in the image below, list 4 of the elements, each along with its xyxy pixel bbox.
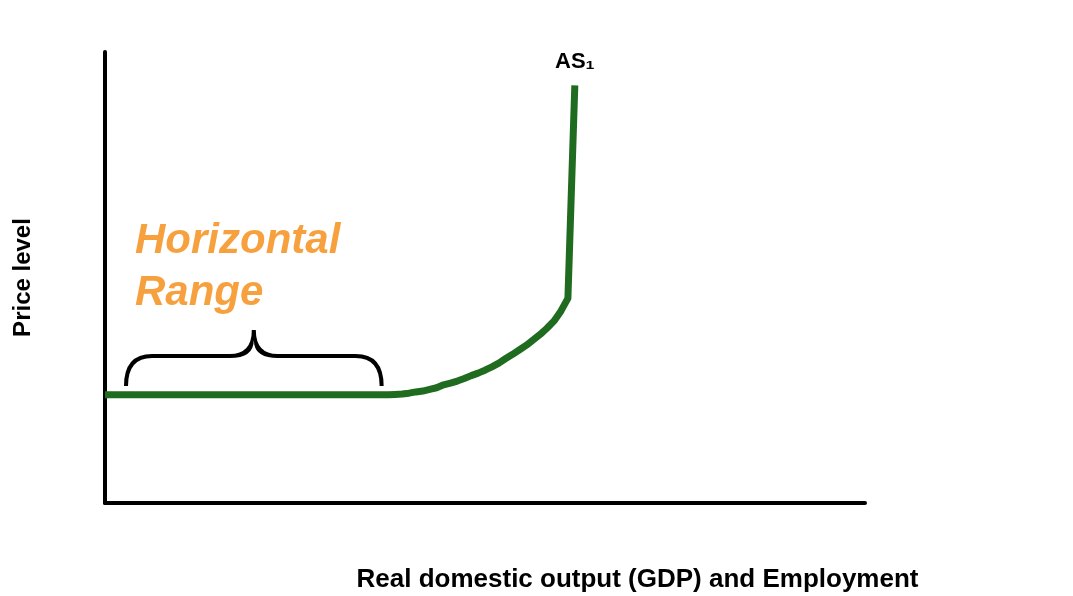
y-axis-title: Price level	[7, 218, 35, 337]
x-axis-title: Real domestic output (GDP) and Employment	[356, 563, 919, 593]
series-label: AS₁	[554, 47, 595, 73]
annotation: Horizontal Range	[135, 214, 352, 314]
